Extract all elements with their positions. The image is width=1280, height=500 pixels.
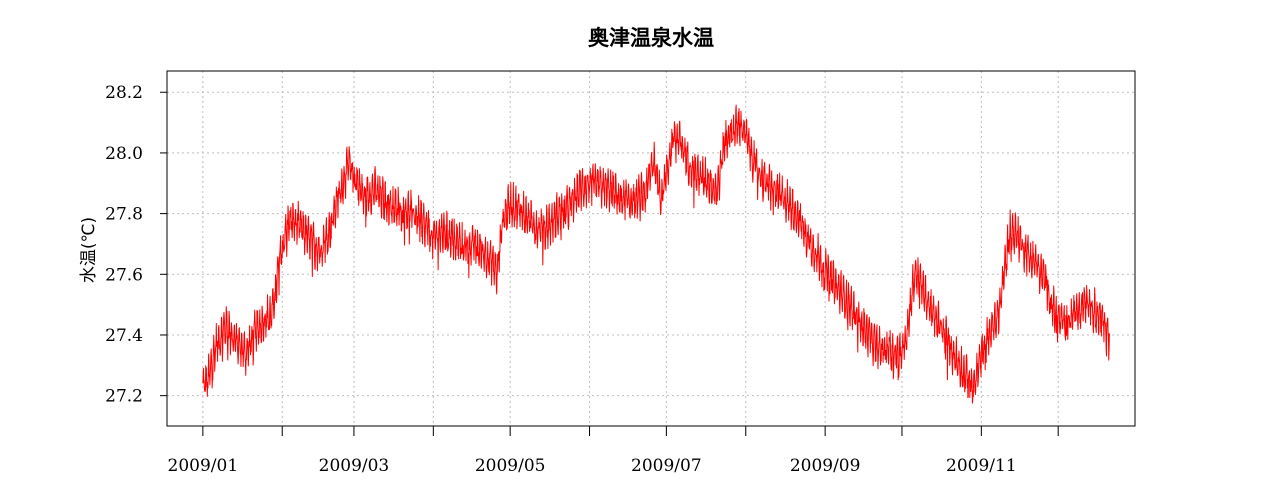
y-tick-label: 27.8 [105,205,143,225]
x-tick-label: 2009/01 [168,456,239,476]
x-axis: 2009/01 2009/03 2009/05 2009/07 2009/09 2009/… [168,426,1059,476]
y-axis: 27.2 27.4 27.6 27.8 28.0 28.2 [105,83,167,407]
grid [167,71,1135,426]
y-axis-label: 水温(℃) [79,217,99,283]
chart-title: 奥津温泉水温 [588,26,714,50]
x-tick-label: 2009/07 [631,456,702,476]
x-tick-label: 2009/09 [790,456,861,476]
x-tick-label: 2009/11 [946,456,1017,476]
plot-frame [166,70,1136,427]
y-tick-label: 28.0 [105,144,143,164]
y-tick-label: 27.2 [105,387,143,407]
y-tick-label: 27.6 [105,265,143,285]
x-tick-label: 2009/03 [319,456,390,476]
series-layer [202,104,1110,404]
y-tick-label: 27.4 [105,326,143,346]
y-tick-label: 28.2 [105,83,143,103]
series-line [202,104,1110,404]
x-tick-label: 2009/05 [475,456,546,476]
